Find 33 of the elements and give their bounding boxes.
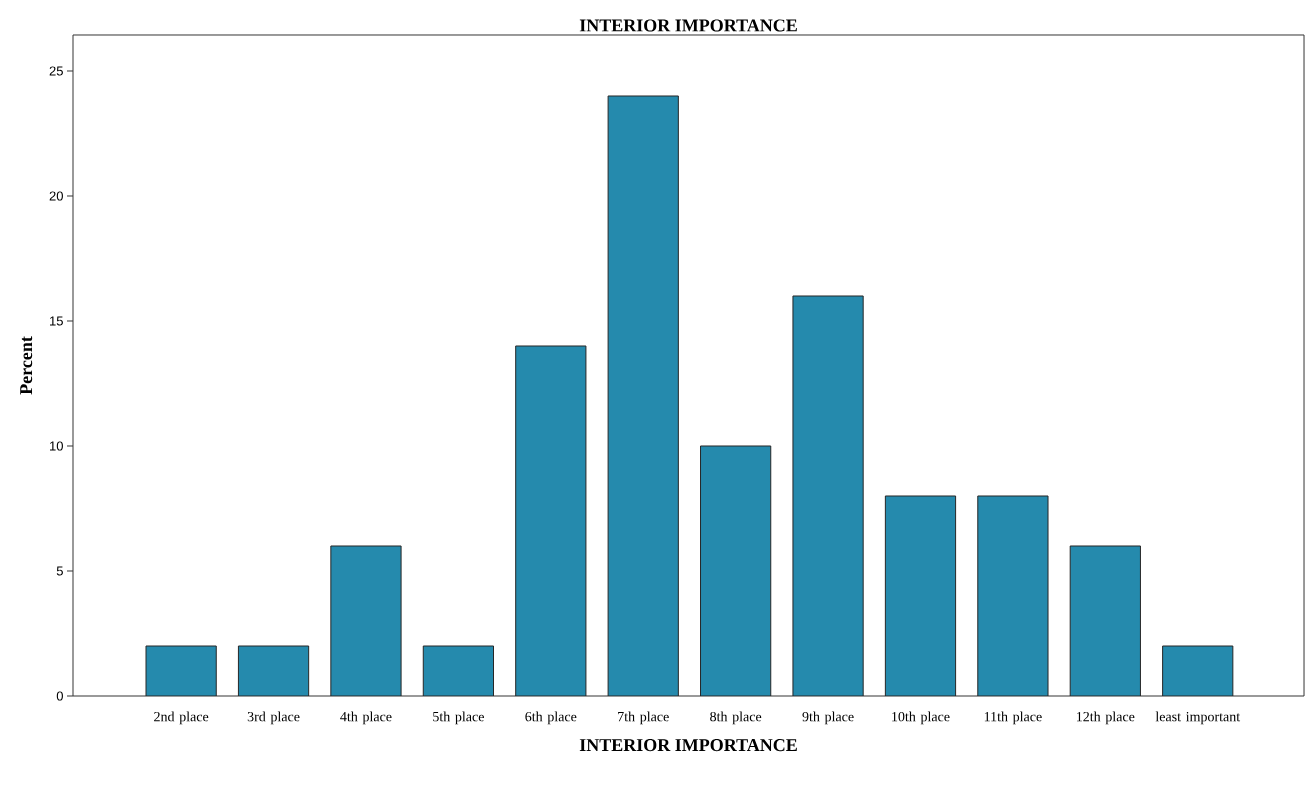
bar	[330, 546, 402, 696]
x-tick-label: least important	[1155, 711, 1241, 725]
bar	[977, 496, 1049, 696]
y-tick-label: 10	[50, 441, 63, 451]
y-tick-label: 5	[56, 566, 63, 576]
x-tick-label: 11th place	[984, 711, 1042, 725]
bar	[515, 346, 586, 696]
x-tick-label: 5th place	[433, 711, 484, 725]
y-tick-label: 15	[50, 316, 63, 326]
x-tick-label: 3rd place	[247, 711, 300, 725]
x-tick-label: 2nd place	[154, 711, 209, 725]
bar	[700, 446, 771, 696]
bar	[146, 646, 217, 696]
chart-title: INTERIOR IMPORTANCE	[579, 19, 797, 32]
y-tick-label: 20	[49, 191, 63, 201]
x-tick-label: 6th place	[525, 711, 577, 725]
x-tick-label: 4th place	[340, 711, 392, 725]
x-axis-title: INTERIOR IMPORTANCE	[579, 739, 797, 752]
x-tick-label: 9th place	[802, 711, 854, 725]
x-tick-label: 12th place	[1077, 711, 1135, 725]
y-tick-label: 25	[49, 66, 63, 76]
x-tick-label: 10th place	[892, 711, 950, 725]
x-tick-label: 7th place	[618, 711, 669, 725]
bar	[238, 646, 309, 696]
bar	[423, 646, 494, 696]
x-tick-label: 8th place	[710, 711, 762, 725]
bar	[792, 296, 864, 696]
bar	[608, 95, 679, 696]
y-axis-title: Percent	[20, 336, 33, 395]
bar	[1070, 546, 1141, 696]
y-tick-label: 0	[56, 691, 63, 701]
bar	[885, 496, 956, 696]
bar	[1162, 645, 1234, 696]
